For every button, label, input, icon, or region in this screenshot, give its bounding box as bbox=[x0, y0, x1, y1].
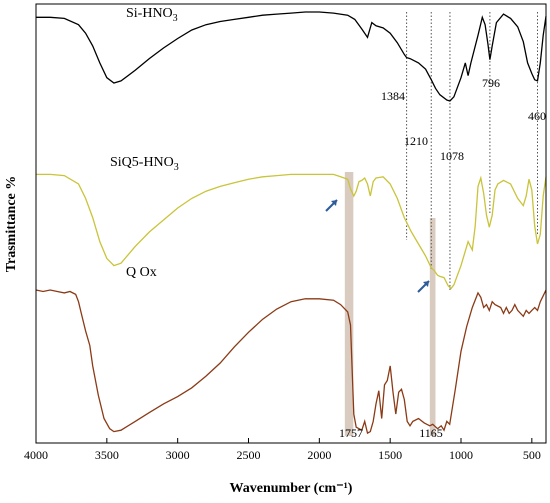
y-axis-title: Trasmittance % bbox=[4, 176, 19, 273]
x-axis-title: Wavenumber (cm⁻¹) bbox=[230, 481, 353, 496]
peak-label: 1384 bbox=[381, 89, 405, 103]
series-line bbox=[36, 11, 547, 102]
series-label: Si-HNO3 bbox=[126, 6, 178, 24]
series-line bbox=[35, 289, 547, 435]
x-tick-label: 3500 bbox=[95, 448, 119, 462]
x-tick-label: 500 bbox=[523, 448, 541, 462]
series-labels: Si-HNO3 SiQ5-HNO3 Q Ox bbox=[110, 6, 179, 280]
x-tick-label: 1500 bbox=[378, 448, 402, 462]
plot-frame bbox=[35, 3, 547, 444]
arrow-head bbox=[423, 281, 429, 287]
highlight-band bbox=[344, 172, 354, 436]
annotation-arrows bbox=[325, 199, 430, 293]
spectra-traces bbox=[35, 11, 547, 435]
peak-label: 796 bbox=[482, 76, 500, 90]
series-label: SiQ5-HNO3 bbox=[110, 155, 179, 173]
peak-label: 460 bbox=[528, 109, 546, 123]
peak-label: 1757 bbox=[339, 426, 363, 440]
peak-labels: 1384 1210 1078 796 460 1757 1165 bbox=[339, 76, 546, 440]
series-line bbox=[36, 173, 547, 290]
peak-label: 1210 bbox=[404, 134, 428, 148]
dotted-reference-lines bbox=[406, 12, 538, 290]
x-axis-ticks: 4000 3500 3000 2500 2000 1500 1000 500 bbox=[24, 438, 541, 462]
highlight-bands bbox=[344, 172, 436, 436]
x-tick-label: 1000 bbox=[449, 448, 473, 462]
highlight-band bbox=[429, 218, 436, 436]
peak-label: 1165 bbox=[419, 426, 443, 440]
x-tick-label: 3000 bbox=[166, 448, 190, 462]
peak-label: 1078 bbox=[440, 149, 464, 163]
series-label: Q Ox bbox=[126, 265, 157, 280]
x-tick-label: 2500 bbox=[237, 448, 261, 462]
x-tick-label: 2000 bbox=[307, 448, 331, 462]
x-tick-label: 4000 bbox=[24, 448, 48, 462]
arrow-head bbox=[331, 200, 337, 206]
